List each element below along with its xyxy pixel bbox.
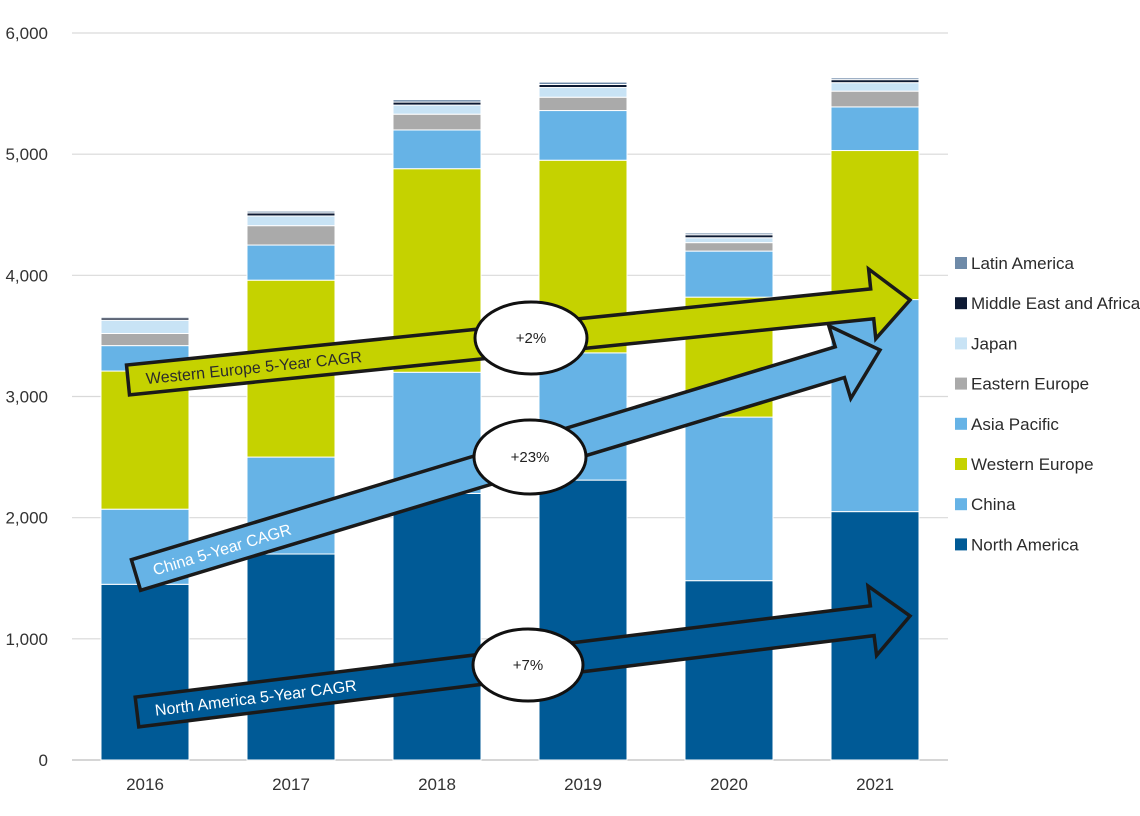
bar-segment-latin-america-2020 — [684, 232, 774, 236]
grid-layer — [72, 32, 948, 761]
y-tick-label: 1,000 — [5, 630, 48, 649]
legend-swatch-western-europe — [955, 458, 967, 470]
cagr-rate-label: +2% — [516, 330, 546, 347]
y-tick-label: 6,000 — [5, 24, 48, 43]
legend-label-china: China — [971, 495, 1016, 514]
x-tick-label: 2018 — [418, 775, 456, 794]
y-tick-label: 3,000 — [5, 388, 48, 407]
legend-swatch-china — [955, 498, 967, 511]
bar-segment-japan-2017 — [246, 215, 336, 227]
bar-segment-north-america-2018 — [392, 492, 482, 761]
cagr-arrow-western-europe-5-year-cagr: Western Europe 5-Year CAGR+2% — [124, 265, 913, 397]
cagr-rate-label: +7% — [513, 657, 543, 674]
bar-segment-eastern-europe-2020 — [684, 242, 774, 252]
legend-label-middle-east-and-africa: Middle East and Africa — [971, 294, 1140, 313]
bar-segment-asia-pacific-2018 — [392, 129, 482, 170]
bar-segment-china-2020 — [684, 416, 774, 582]
x-tick-label: 2019 — [564, 775, 602, 794]
bar-segment-north-america-2020 — [684, 580, 774, 761]
legend-swatch-asia-pacific — [955, 417, 967, 430]
bar-segment-japan-2019 — [538, 87, 628, 98]
bar-segment-asia-pacific-2019 — [538, 110, 628, 161]
x-tick-label: 2021 — [856, 775, 894, 794]
bar-segment-asia-pacific-2021 — [830, 106, 920, 152]
cagr-rate-label: +23% — [511, 449, 550, 466]
y-tick-label: 2,000 — [5, 509, 48, 528]
bar-segment-eastern-europe-2016 — [100, 332, 190, 347]
bar-segment-japan-2021 — [830, 82, 920, 92]
legend-swatch-north-america — [955, 538, 967, 551]
legend-label-latin-america: Latin America — [971, 254, 1075, 273]
legend-swatch-latin-america — [955, 257, 967, 269]
bar-segment-asia-pacific-2017 — [246, 244, 336, 281]
x-tick-label: 2016 — [126, 775, 164, 794]
bar-segment-japan-2018 — [392, 104, 482, 115]
bar-segment-latin-america-2018 — [392, 99, 482, 103]
x-tick-label: 2020 — [710, 775, 748, 794]
bar-segment-north-america-2016 — [100, 583, 190, 761]
bar-segment-japan-2016 — [100, 319, 190, 334]
bar-segment-north-america-2017 — [246, 553, 336, 761]
bar-segment-japan-2020 — [684, 237, 774, 244]
legend-label-western-europe: Western Europe — [971, 455, 1094, 474]
bar-segment-eastern-europe-2019 — [538, 96, 628, 112]
legend-label-eastern-europe: Eastern Europe — [971, 375, 1089, 394]
axis-layer: 0 1,000 2,000 3,000 4,000 5,000 6,000 2016 2017 2… — [5, 24, 893, 794]
y-tick-label: 0 — [39, 751, 48, 770]
y-tick-label: 4,000 — [5, 266, 48, 285]
bar-segment-asia-pacific-2020 — [684, 250, 774, 298]
legend-label-north-america: North America — [971, 535, 1079, 554]
legend-swatch-eastern-europe — [955, 377, 967, 390]
bar-segment-eastern-europe-2017 — [246, 225, 336, 246]
bar-segment-eastern-europe-2021 — [830, 90, 920, 108]
legend-swatch-middle-east-and-africa — [955, 297, 967, 310]
bar-segment-latin-america-2017 — [246, 210, 336, 214]
x-tick-label: 2017 — [272, 775, 310, 794]
bar-segment-latin-america-2016 — [100, 316, 190, 319]
legend: Latin America Middle East and Africa Japan… — [955, 254, 1140, 554]
legend-swatch-japan — [955, 337, 967, 350]
cagr-bubble — [472, 418, 588, 496]
bar-segment-latin-america-2021 — [830, 77, 920, 81]
y-tick-label: 5,000 — [5, 145, 48, 164]
legend-label-asia-pacific: Asia Pacific — [971, 415, 1059, 434]
annotation-layer: Western Europe 5-Year CAGR+2%China 5-Yea… — [124, 265, 913, 729]
cagr-arrow-north-america-5-year-cagr: North America 5-Year CAGR+7% — [133, 582, 913, 729]
bar-segment-eastern-europe-2018 — [392, 113, 482, 131]
legend-label-japan: Japan — [971, 334, 1017, 353]
bar-segment-latin-america-2019 — [538, 81, 628, 85]
cagr-bubble — [473, 300, 589, 376]
bar-segment-north-america-2019 — [538, 479, 628, 761]
cagr-bubble — [471, 627, 585, 703]
